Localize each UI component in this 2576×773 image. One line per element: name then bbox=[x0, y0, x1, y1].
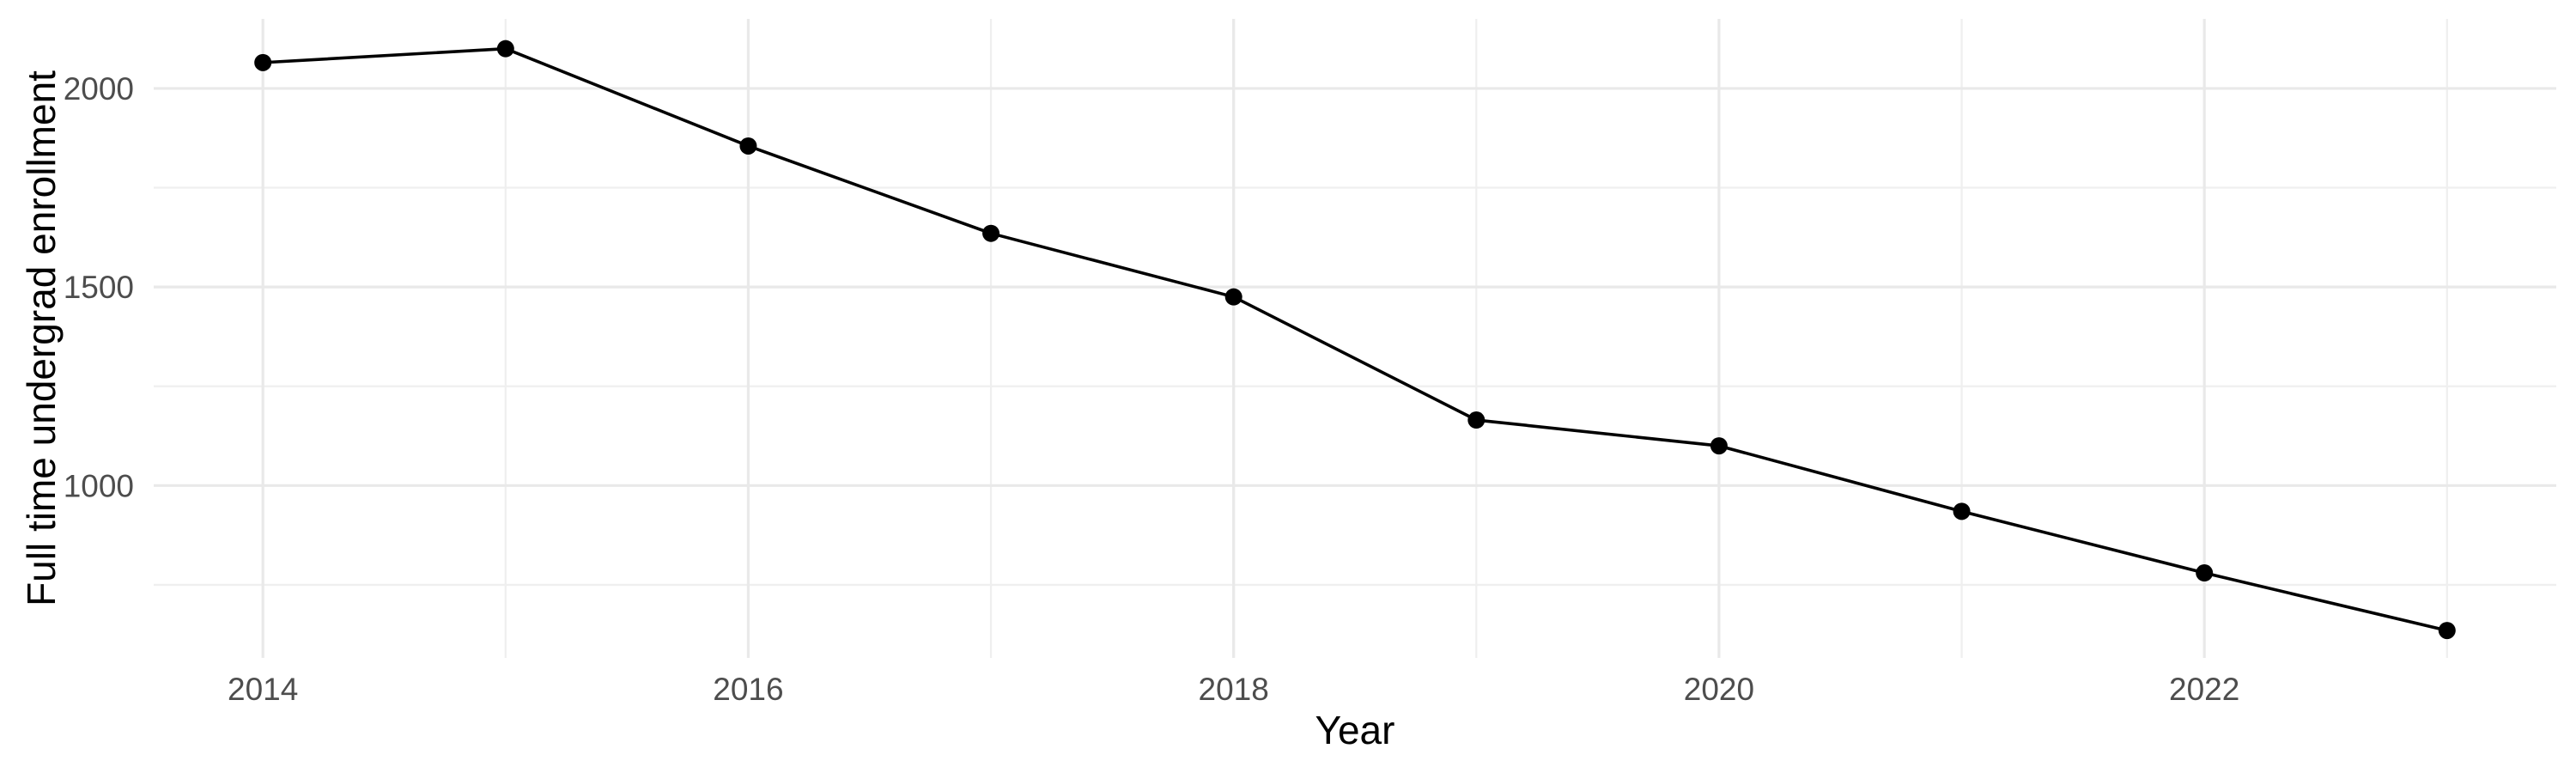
major-gridlines bbox=[154, 19, 2556, 658]
x-tick-label-2014: 2014 bbox=[228, 672, 298, 707]
minor-gridlines bbox=[154, 19, 2556, 658]
y-axis-tick-labels: 1000 1500 2000 bbox=[64, 71, 134, 503]
data-point-2018 bbox=[1224, 288, 1242, 306]
y-tick-label-1500: 1500 bbox=[64, 270, 134, 305]
data-point-2017 bbox=[982, 224, 1000, 242]
enrollment-trend-line bbox=[263, 46, 2448, 632]
enrollment-data-points bbox=[254, 40, 2456, 640]
y-axis-title: Full time undergrad enrollment bbox=[19, 70, 64, 606]
enrollment-line-series bbox=[263, 46, 2448, 632]
x-tick-label-2016: 2016 bbox=[713, 672, 783, 707]
data-point-2020 bbox=[1710, 437, 1728, 455]
x-tick-label-2022: 2022 bbox=[2169, 672, 2239, 707]
y-tick-label-1000: 1000 bbox=[64, 468, 134, 503]
data-point-2014 bbox=[254, 53, 272, 71]
data-point-2016 bbox=[739, 137, 757, 155]
data-point-2023 bbox=[2438, 622, 2456, 640]
data-point-2021 bbox=[1953, 502, 1971, 520]
y-tick-label-2000: 2000 bbox=[64, 71, 134, 107]
data-point-2015 bbox=[496, 40, 514, 58]
x-tick-label-2020: 2020 bbox=[1684, 672, 1754, 707]
x-axis-title: Year bbox=[1315, 708, 1395, 752]
data-point-2022 bbox=[2196, 564, 2214, 582]
x-axis-tick-labels: 2014 2016 2018 2020 2022 bbox=[228, 672, 2239, 707]
x-tick-label-2018: 2018 bbox=[1199, 672, 1269, 707]
data-point-2019 bbox=[1467, 411, 1485, 429]
